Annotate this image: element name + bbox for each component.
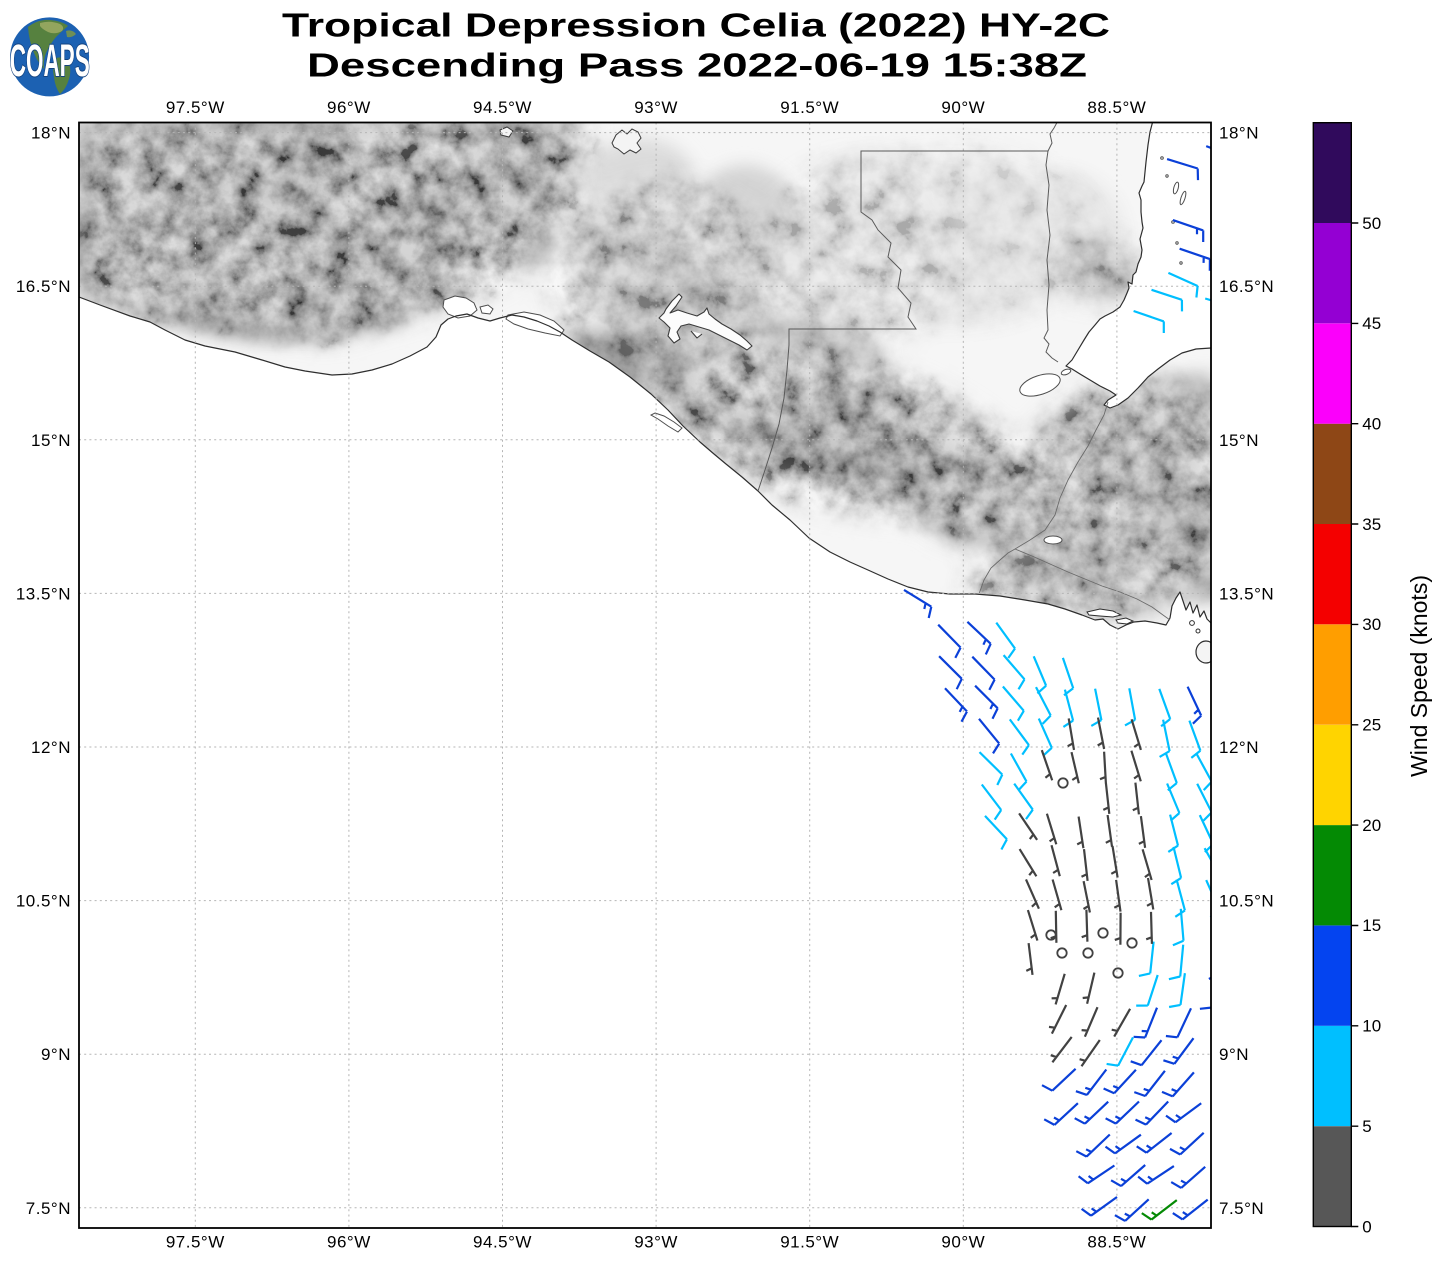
svg-text:5: 5 xyxy=(1362,1117,1371,1136)
svg-text:9°N: 9°N xyxy=(1219,1045,1249,1064)
svg-text:15°N: 15°N xyxy=(1219,431,1259,450)
svg-text:50: 50 xyxy=(1362,214,1381,233)
svg-text:10.5°N: 10.5°N xyxy=(1219,892,1274,911)
svg-text:12°N: 12°N xyxy=(1219,738,1259,757)
svg-text:10.5°N: 10.5°N xyxy=(16,892,71,911)
svg-text:93°W: 93°W xyxy=(634,98,678,117)
svg-text:15°N: 15°N xyxy=(31,431,71,450)
svg-text:10: 10 xyxy=(1362,1017,1381,1036)
svg-text:25: 25 xyxy=(1362,716,1381,735)
svg-text:97.5°W: 97.5°W xyxy=(166,98,225,117)
svg-text:45: 45 xyxy=(1362,314,1381,333)
svg-text:35: 35 xyxy=(1362,515,1381,534)
svg-text:Tropical Depression Celia (202: Tropical Depression Celia (2022) HY-2C xyxy=(282,7,1110,44)
svg-text:13.5°N: 13.5°N xyxy=(1219,584,1274,603)
svg-text:96°W: 96°W xyxy=(327,98,371,117)
svg-text:COAPS: COAPS xyxy=(10,36,90,87)
svg-text:12°N: 12°N xyxy=(31,738,71,757)
svg-text:90°W: 90°W xyxy=(941,98,985,117)
svg-text:94.5°W: 94.5°W xyxy=(473,98,532,117)
svg-text:9°N: 9°N xyxy=(41,1045,71,1064)
svg-text:88.5°W: 88.5°W xyxy=(1087,1233,1146,1252)
svg-text:18°N: 18°N xyxy=(1219,124,1259,143)
svg-text:16.5°N: 16.5°N xyxy=(1219,277,1274,296)
svg-text:91.5°W: 91.5°W xyxy=(780,98,839,117)
svg-text:90°W: 90°W xyxy=(941,1233,985,1252)
svg-text:96°W: 96°W xyxy=(327,1233,371,1252)
svg-text:13.5°N: 13.5°N xyxy=(16,584,71,603)
svg-text:88.5°W: 88.5°W xyxy=(1087,98,1146,117)
svg-text:Wind Speed (knots): Wind Speed (knots) xyxy=(1406,575,1432,777)
svg-text:15: 15 xyxy=(1362,916,1381,935)
svg-text:97.5°W: 97.5°W xyxy=(166,1233,225,1252)
svg-text:16.5°N: 16.5°N xyxy=(16,277,71,296)
svg-text:40: 40 xyxy=(1362,415,1381,434)
svg-text:7.5°N: 7.5°N xyxy=(1219,1199,1264,1218)
svg-text:0: 0 xyxy=(1362,1217,1371,1236)
svg-text:Descending Pass 2022-06-19 15:: Descending Pass 2022-06-19 15:38Z xyxy=(307,47,1087,84)
svg-text:94.5°W: 94.5°W xyxy=(473,1233,532,1252)
svg-text:20: 20 xyxy=(1362,816,1381,835)
svg-text:93°W: 93°W xyxy=(634,1233,678,1252)
svg-text:18°N: 18°N xyxy=(31,124,71,143)
svg-text:30: 30 xyxy=(1362,615,1381,634)
svg-text:91.5°W: 91.5°W xyxy=(780,1233,839,1252)
svg-text:7.5°N: 7.5°N xyxy=(26,1199,71,1218)
